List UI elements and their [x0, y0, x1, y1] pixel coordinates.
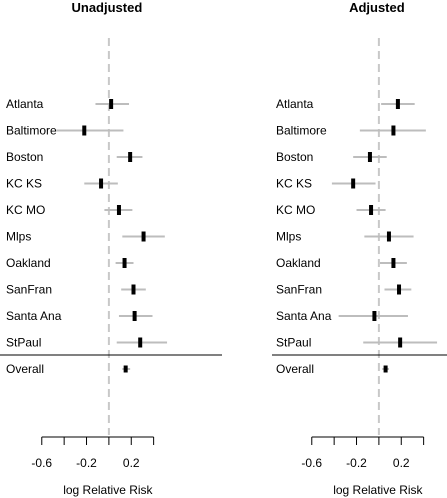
row-label: StPaul	[276, 336, 311, 350]
row-label: KC KS	[6, 177, 42, 191]
overall-row: Overall	[276, 362, 389, 376]
site-row: Baltimore	[276, 124, 426, 138]
x-axis: -0.6 -0.2 0.2	[31, 436, 155, 470]
point-estimate	[138, 337, 143, 348]
point-estimate	[128, 152, 133, 162]
point-estimate	[369, 205, 374, 215]
point-estimate	[116, 205, 121, 215]
site-row: Oakland	[6, 256, 134, 270]
row-label: Atlanta	[276, 97, 314, 111]
site-row: KC MO	[276, 203, 386, 217]
x-tick-label: 0.2	[123, 456, 140, 470]
point-estimate	[109, 99, 114, 109]
point-estimate	[391, 258, 396, 268]
site-row: Boston	[276, 150, 387, 164]
row-label: Santa Ana	[6, 309, 62, 323]
row-label: Boston	[276, 150, 313, 164]
point-estimate	[367, 152, 372, 162]
site-row: StPaul	[6, 336, 168, 350]
point-estimate	[141, 231, 146, 242]
point-estimate	[386, 231, 391, 242]
row-label: KC MO	[276, 203, 315, 217]
site-row: SanFran	[6, 283, 146, 297]
overall-row: Overall	[6, 362, 131, 376]
site-row: KC MO	[6, 203, 133, 217]
site-row: SanFran	[276, 283, 412, 297]
row-label: KC MO	[6, 203, 45, 217]
site-row: Oakland	[276, 256, 407, 270]
forest-panel-adjusted: Adjusted Atlanta Baltimore Boston KC KS KC MO…	[272, 0, 447, 497]
row-label: KC KS	[276, 177, 312, 191]
site-row: KC KS	[276, 177, 376, 191]
point-estimate	[123, 365, 128, 373]
site-row: StPaul	[276, 336, 438, 350]
point-estimate	[351, 178, 356, 189]
point-estimate	[82, 125, 87, 136]
x-tick-label: 0.2	[393, 456, 410, 470]
site-row: Atlanta	[6, 97, 130, 111]
point-estimate	[397, 284, 402, 295]
site-row: Santa Ana	[6, 309, 153, 323]
forest-panel-unadjusted: Unadjusted Atlanta Baltimore Boston KC KS KC …	[0, 0, 222, 497]
x-tick-label: -0.6	[301, 456, 322, 470]
row-label: SanFran	[6, 283, 52, 297]
point-estimate	[132, 311, 137, 321]
row-label: Baltimore	[6, 124, 57, 138]
site-row: Santa Ana	[276, 309, 408, 323]
x-tick-label: -0.2	[346, 456, 367, 470]
row-label: SanFran	[276, 283, 322, 297]
x-axis: -0.6 -0.2 0.2	[301, 436, 425, 470]
point-estimate	[122, 258, 127, 268]
row-label: Oakland	[276, 256, 321, 270]
row-label: Santa Ana	[276, 309, 332, 323]
panel-title: Adjusted	[349, 0, 405, 15]
point-estimate	[391, 125, 396, 136]
point-estimate	[395, 99, 400, 109]
row-label: Mlps	[6, 230, 31, 244]
site-row: Boston	[6, 150, 143, 164]
row-label: StPaul	[6, 336, 41, 350]
x-axis-label: log Relative Risk	[63, 483, 153, 497]
site-row: Atlanta	[276, 97, 415, 111]
row-label: Boston	[6, 150, 43, 164]
point-estimate	[372, 311, 377, 321]
panel-title: Unadjusted	[71, 0, 142, 15]
row-label: Overall	[276, 362, 314, 376]
site-row: KC KS	[6, 177, 118, 191]
point-estimate	[383, 365, 388, 373]
point-estimate	[398, 337, 403, 348]
x-axis-label: log Relative Risk	[333, 483, 423, 497]
x-tick-label: -0.6	[31, 456, 52, 470]
site-row: Mlps	[6, 230, 165, 244]
point-estimate	[131, 284, 136, 295]
row-label: Mlps	[276, 230, 301, 244]
row-label: Overall	[6, 362, 44, 376]
row-label: Baltimore	[276, 124, 327, 138]
point-estimate	[99, 178, 104, 189]
site-row: Mlps	[276, 230, 414, 244]
x-tick-label: -0.2	[76, 456, 97, 470]
row-label: Oakland	[6, 256, 51, 270]
row-label: Atlanta	[6, 97, 44, 111]
site-row: Baltimore	[6, 124, 124, 138]
